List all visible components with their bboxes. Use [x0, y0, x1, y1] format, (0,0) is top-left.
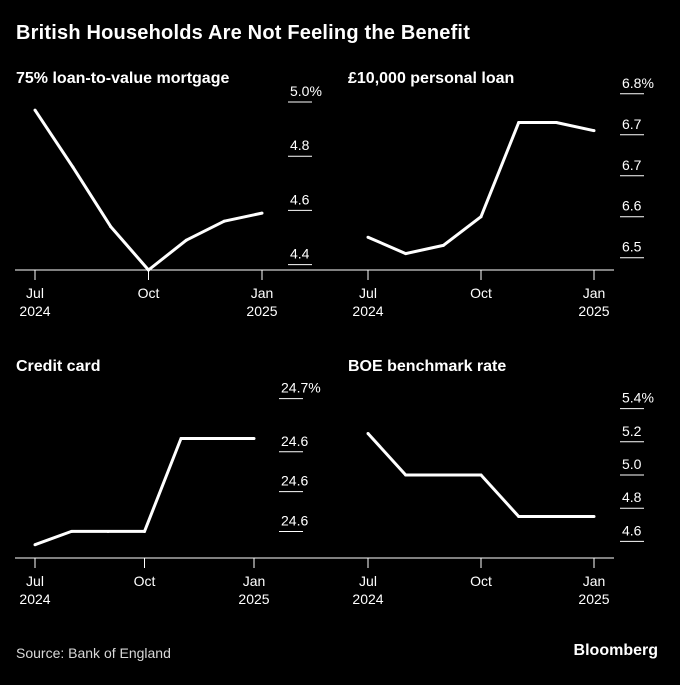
x-tick-label-mortgage: Oct — [138, 285, 160, 301]
data-point-boe-rate — [554, 515, 558, 518]
data-point-mortgage — [222, 219, 226, 223]
data-point-boe-rate — [517, 515, 521, 518]
data-point-boe-rate — [366, 432, 370, 435]
y-tick-label-boe-rate: 5.4% — [622, 390, 654, 406]
data-point-credit-card — [106, 529, 110, 533]
data-point-mortgage — [260, 211, 264, 215]
x-tick-label-mortgage: Jan — [251, 285, 274, 301]
x-tick-year-label-mortgage: 2025 — [246, 303, 277, 319]
x-tick-label-personal-loan: Jul — [359, 285, 377, 301]
y-tick-label-mortgage: 4.6 — [290, 191, 310, 207]
data-point-personal-loan — [366, 235, 370, 239]
page-title: British Households Are Not Feeling the B… — [16, 22, 471, 44]
x-tick-year-label-personal-loan: 2025 — [578, 303, 609, 319]
y-tick-label-credit-card: 24.6 — [281, 433, 308, 449]
data-point-personal-loan — [404, 252, 408, 256]
y-tick-label-mortgage: 4.8 — [290, 137, 310, 153]
y-tick-label-boe-rate: 5.0 — [622, 456, 642, 472]
y-tick-label-mortgage: 5.0% — [290, 83, 322, 99]
data-point-mortgage — [109, 225, 113, 229]
x-tick-label-personal-loan: Oct — [470, 285, 492, 301]
data-point-personal-loan — [554, 120, 558, 124]
y-tick-label-boe-rate: 4.6 — [622, 522, 642, 538]
series-line-personal-loan — [367, 121, 595, 256]
x-tick-year-label-personal-loan: 2024 — [352, 303, 383, 319]
x-tick-label-boe-rate: Jul — [359, 573, 377, 589]
y-tick-label-credit-card: 24.6 — [281, 512, 308, 528]
panel-personal-loan: Jul 2024 Oct Jan 2025 6.5 6.6 6.7 6.7 6.8% — [15, 75, 654, 319]
y-tick-label-personal-loan: 6.7 — [622, 116, 642, 132]
data-point-credit-card — [252, 436, 256, 440]
data-point-credit-card — [216, 436, 219, 440]
data-point-personal-loan — [592, 129, 596, 133]
y-tick-label-credit-card: 24.6 — [281, 473, 308, 489]
chart-title-personal-loan: £10,000 personal loan — [348, 70, 515, 87]
chart-title-credit-card: Credit card — [16, 358, 101, 375]
x-tick-label-credit-card: Oct — [134, 573, 156, 589]
source-note: Source: Bank of England — [16, 645, 171, 661]
x-tick-year-label-credit-card: 2025 — [238, 591, 269, 607]
data-point-personal-loan — [479, 215, 483, 219]
y-tick-label-personal-loan: 6.7 — [622, 157, 642, 173]
y-tick-label-personal-loan: 6.8% — [622, 75, 654, 91]
data-point-credit-card — [70, 529, 73, 533]
x-tick-label-boe-rate: Jan — [583, 573, 606, 589]
chart-title-mortgage: 75% loan-to-value mortgage — [16, 70, 230, 87]
x-tick-year-label-credit-card: 2024 — [19, 591, 50, 607]
chart-title-boe-rate: BOE benchmark rate — [348, 358, 507, 375]
panel-boe-rate: Jul 2024 Oct Jan 2025 4.6 4.8 5.0 5.2 5.4% — [15, 390, 654, 607]
data-point-mortgage — [33, 108, 37, 112]
data-point-boe-rate — [441, 473, 445, 477]
data-point-personal-loan — [441, 243, 445, 247]
x-tick-label-personal-loan: Jan — [583, 285, 606, 301]
data-point-personal-loan — [517, 120, 521, 124]
x-tick-label-credit-card: Jul — [26, 573, 44, 589]
data-point-boe-rate — [479, 473, 483, 477]
x-tick-label-boe-rate: Oct — [470, 573, 492, 589]
data-point-mortgage — [71, 165, 75, 169]
y-tick-label-boe-rate: 4.8 — [622, 489, 642, 505]
x-tick-year-label-mortgage: 2024 — [19, 303, 50, 319]
series-line-credit-card — [34, 437, 254, 547]
data-point-boe-rate — [592, 515, 596, 518]
panel-credit-card: Jul 2024 Oct Jan 2025 24.6 24.6 24.6 24.7% — [15, 380, 321, 607]
bloomberg-logo: Bloomberg — [573, 642, 658, 659]
x-tick-year-label-boe-rate: 2025 — [578, 591, 609, 607]
data-point-boe-rate — [404, 473, 408, 477]
data-point-mortgage — [184, 238, 188, 242]
series-line-mortgage — [33, 109, 263, 272]
data-point-credit-card — [143, 529, 146, 533]
y-tick-label-boe-rate: 5.2 — [622, 423, 642, 439]
y-tick-label-personal-loan: 6.6 — [622, 198, 642, 214]
x-tick-year-label-boe-rate: 2024 — [352, 591, 383, 607]
y-tick-label-credit-card: 24.7% — [281, 380, 321, 396]
y-tick-label-personal-loan: 6.5 — [622, 239, 642, 255]
panel-mortgage: Jul 2024 Oct Jan 2025 4.4 4.6 4.8 5.0% — [15, 83, 322, 319]
x-tick-label-mortgage: Jul — [26, 285, 44, 301]
data-point-credit-card — [179, 436, 183, 440]
y-tick-label-mortgage: 4.4 — [290, 246, 310, 262]
x-tick-label-credit-card: Jan — [243, 573, 266, 589]
data-point-credit-card — [33, 543, 37, 547]
